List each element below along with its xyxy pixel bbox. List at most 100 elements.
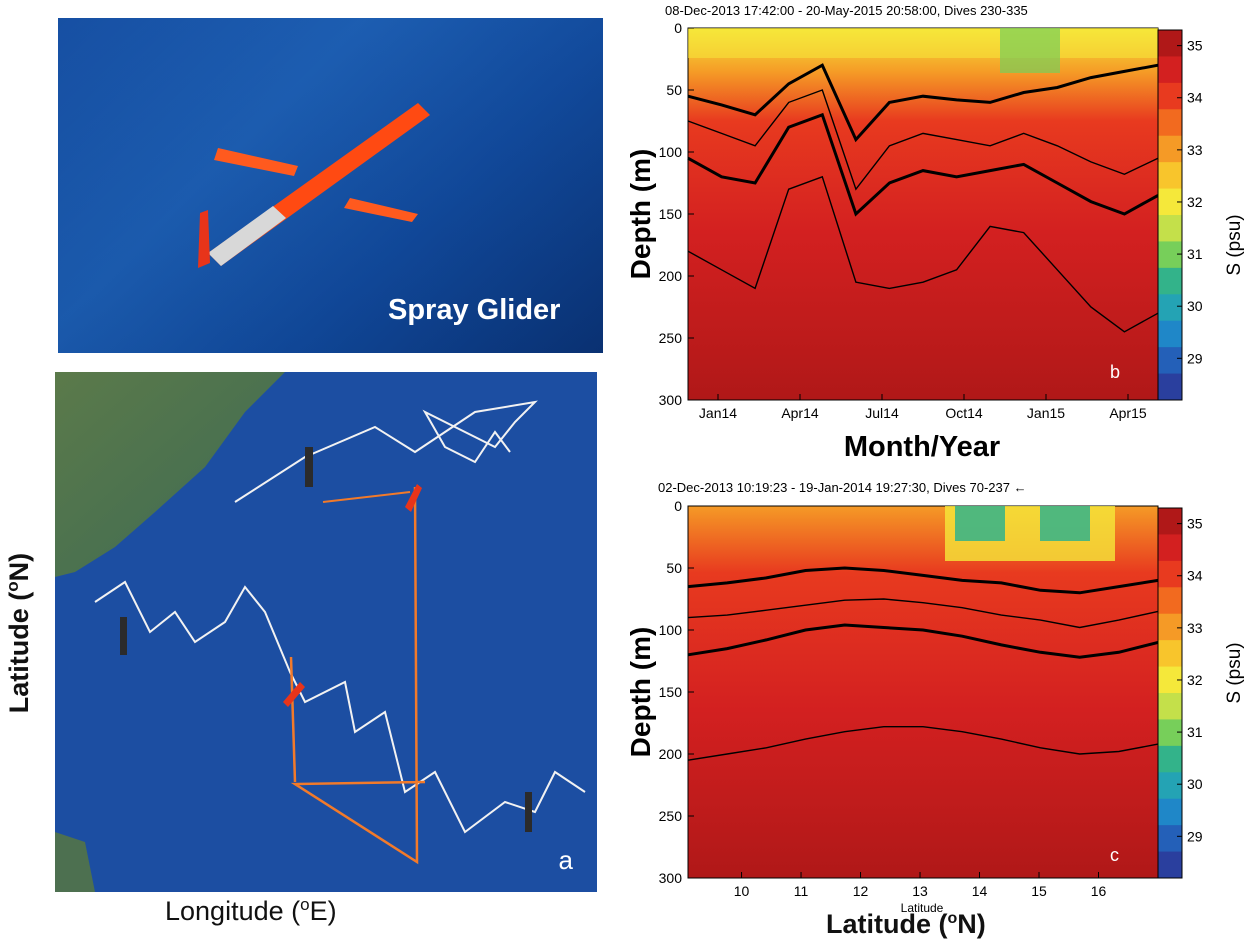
colorbar-tick-label: 32	[1187, 194, 1203, 210]
colorbar-frame	[1157, 29, 1183, 401]
salinity-contour-34.8	[687, 89, 1159, 191]
glider-track-map: a	[55, 372, 597, 892]
map-illustration	[55, 372, 597, 892]
x-tick-label: Apr15	[1109, 405, 1147, 421]
y-tick-label: 150	[659, 206, 683, 222]
x-tick-label: Jan15	[1027, 405, 1065, 421]
y-tick-label: 0	[674, 20, 682, 36]
y-tick-label: 250	[659, 808, 683, 824]
x-tick-label: Oct14	[945, 405, 983, 421]
colorbar-tick-label: 34	[1187, 568, 1203, 584]
colorbar-swatch	[1158, 613, 1182, 641]
colorbar-swatch	[1158, 640, 1182, 668]
chart-c-ylabel: Depth (m)	[625, 627, 656, 758]
glider-track-orange-3	[289, 656, 297, 783]
colorbar-tick-label: 34	[1187, 90, 1203, 106]
y-tick-label: 0	[674, 498, 682, 514]
x-tick-label: 11	[794, 883, 809, 899]
chart-c-panel-label: c	[1110, 845, 1119, 865]
glider-track-white-1	[234, 400, 538, 503]
chart-b-ylabel: Depth (m)	[625, 149, 656, 280]
colorbar-swatch	[1158, 347, 1182, 375]
colorbar-swatch	[1158, 267, 1182, 295]
colorbar-tick-label: 31	[1187, 724, 1203, 740]
x-tick-label: Jan14	[699, 405, 737, 421]
colorbar-swatch	[1158, 215, 1182, 242]
photo-caption: Spray Glider	[388, 294, 561, 326]
colorbar-b-label: S (psu)	[1224, 214, 1245, 275]
colorbar-swatch	[1158, 320, 1182, 348]
chart-c-x-sublabel: Latitude	[901, 901, 944, 915]
y-tick-label: 300	[659, 392, 683, 408]
y-tick-label: 50	[666, 82, 682, 98]
colorbar-tick-label: 30	[1187, 298, 1203, 314]
salinity-contour-35	[687, 623, 1159, 659]
salinity-time-section-chart: 08-Dec-2013 17:42:00 - 20-May-2015 20:58…	[625, 3, 1159, 463]
y-tick-label: 50	[666, 560, 682, 576]
colorbar-c-label: S (psu)	[1224, 642, 1245, 703]
colorbar-swatch	[1158, 851, 1182, 879]
colorbar-tick-label: 29	[1187, 350, 1203, 366]
y-tick-label: 100	[659, 144, 683, 160]
x-tick-label: 15	[1031, 883, 1047, 899]
glider-track-white-2	[94, 580, 586, 834]
map-xlabel: Longitude (oE)	[165, 895, 337, 926]
colorbar-swatch	[1158, 534, 1182, 562]
panel-a-label: a	[558, 845, 573, 875]
colorbar-swatch	[1158, 82, 1182, 110]
map-ylabel: Latitude (oN)	[3, 552, 34, 714]
colorbar-swatch	[1158, 587, 1182, 615]
salinity-contour-35.1	[687, 175, 1159, 333]
colorbar-swatch	[1158, 560, 1182, 588]
chart-b-panel-label: b	[1110, 362, 1120, 382]
salinity-contour-35.1	[687, 725, 1159, 761]
chart-b-title: 08-Dec-2013 17:42:00 - 20-May-2015 20:58…	[665, 3, 1028, 18]
x-tick-label: 13	[912, 883, 928, 899]
chart-c-plot-area	[687, 505, 1159, 879]
chart-b-xlabel: Month/Year	[844, 431, 1000, 463]
x-tick-label: 10	[734, 883, 750, 899]
colorbar-swatch	[1158, 135, 1182, 163]
colorbar-swatch	[1158, 798, 1182, 826]
y-tick-label: 200	[659, 746, 683, 762]
colorbar-swatch	[1158, 294, 1182, 322]
colorbar-tick-label: 35	[1187, 516, 1203, 532]
glider-illustration	[58, 18, 603, 353]
colorbar-tick-label: 32	[1187, 672, 1203, 688]
chart-c-title: 02-Dec-2013 10:19:23 - 19-Jan-2014 19:27…	[658, 480, 1027, 495]
glider-marker	[525, 792, 532, 832]
colorbar-swatch	[1158, 373, 1182, 401]
x-tick-label: Jul14	[865, 405, 899, 421]
colorbar-swatch	[1158, 241, 1182, 269]
x-tick-label: 16	[1091, 883, 1107, 899]
glider-marker	[283, 682, 305, 707]
salinity-contour-35	[687, 112, 1159, 217]
y-tick-label: 100	[659, 622, 683, 638]
glider-track-orange-2	[322, 491, 411, 503]
colorbar-swatch	[1158, 30, 1182, 57]
glider-marker	[120, 617, 127, 655]
colorbar-swatch	[1158, 56, 1182, 84]
colorbar-swatch	[1158, 772, 1182, 800]
salinity-contour-34.5	[687, 63, 1159, 143]
glider-marker	[405, 484, 422, 512]
colorbar-tick-label: 30	[1187, 776, 1203, 792]
glider-track-orange-1	[290, 486, 426, 865]
colorbar-b: 35 34 33 32 31 30 29 S (psu)	[1157, 29, 1245, 401]
y-tick-label: 150	[659, 684, 683, 700]
colorbar-tick-label: 31	[1187, 246, 1203, 262]
x-tick-label: 12	[853, 883, 869, 899]
colorbar-frame	[1157, 507, 1183, 879]
colorbar-swatch	[1158, 109, 1182, 137]
salinity-contour-34.5	[687, 566, 1159, 595]
x-tick-label: Apr14	[781, 405, 819, 421]
glider-marker	[305, 447, 313, 487]
colorbar-tick-label: 35	[1187, 38, 1203, 54]
landmass	[55, 372, 285, 577]
chart-c-xlabel: Latitude (oN)	[826, 909, 986, 939]
colorbar-swatch	[1158, 508, 1182, 535]
colorbar-swatch	[1158, 719, 1182, 747]
colorbar-c: 35 34 33 32 31 30 29 S (psu)	[1157, 507, 1245, 879]
chart-b-plot-area	[687, 27, 1159, 401]
glider-photo: Spray Glider	[58, 18, 603, 353]
